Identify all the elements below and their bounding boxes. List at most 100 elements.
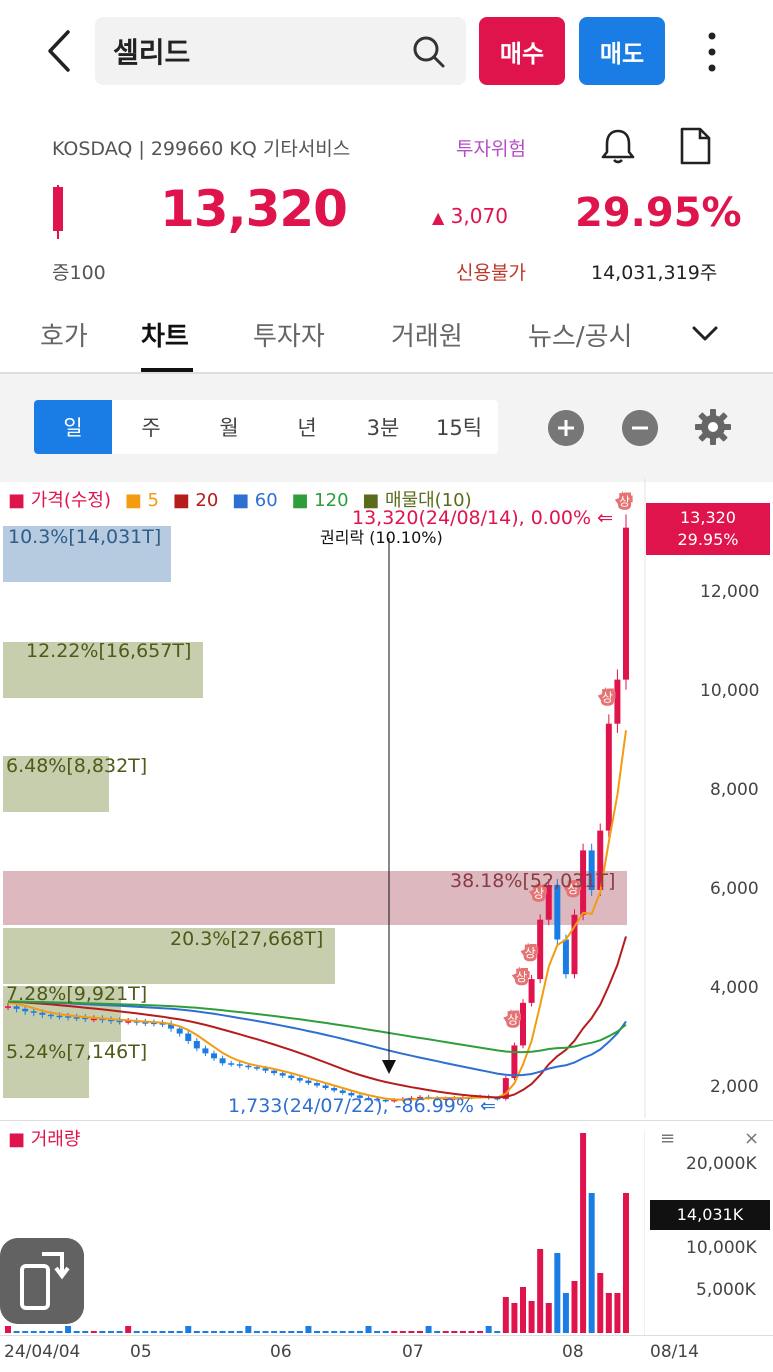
volume-bar — [468, 1331, 475, 1333]
volume-bar — [125, 1326, 132, 1333]
period-year[interactable]: 년 — [297, 416, 317, 440]
period-3min[interactable]: 3분 — [366, 416, 400, 440]
period-15tick[interactable]: 15틱 — [435, 416, 483, 440]
risk-badge[interactable]: 투자위험 — [456, 138, 526, 160]
candle — [22, 1008, 29, 1012]
candle — [356, 1095, 363, 1098]
volume-bar — [47, 1331, 54, 1333]
candle — [176, 1028, 183, 1034]
volume-bar — [30, 1331, 37, 1333]
x-tick: 05 — [130, 1342, 152, 1362]
listed-shares: 14,031,319주 — [591, 262, 718, 284]
chevron-down-icon[interactable] — [690, 322, 720, 346]
candle — [116, 1020, 123, 1023]
buy-button[interactable]: 매수 — [479, 17, 565, 85]
tab-chart[interactable]: 차트 — [141, 322, 189, 352]
tab-brokers[interactable]: 거래원 — [391, 322, 463, 352]
tag-price: 13,320 — [680, 508, 736, 527]
y-tick: 2,000 — [710, 1077, 759, 1097]
candle — [65, 1016, 72, 1018]
candle — [537, 919, 544, 980]
panel-divider — [0, 1120, 773, 1121]
profile-label: 12.22%[16,657T] — [26, 640, 192, 662]
gear-icon[interactable] — [694, 408, 732, 446]
close-icon[interactable]: × — [744, 1128, 760, 1149]
volume-bar — [580, 1133, 587, 1333]
stock-search-field[interactable]: 셀리드 — [95, 17, 466, 85]
limit-up-badge: 상 — [507, 1012, 518, 1026]
volume-bar — [322, 1331, 329, 1333]
volume-bar — [623, 1193, 629, 1333]
vol-y-tick: 5,000K — [696, 1280, 756, 1300]
volume-bar — [73, 1331, 80, 1333]
profile-label: 20.3%[27,668T] — [170, 928, 324, 950]
candle — [82, 1017, 89, 1020]
volume-bar — [116, 1331, 123, 1333]
zoom-out-icon[interactable] — [622, 410, 658, 446]
bell-icon[interactable] — [598, 126, 638, 166]
legend-ma120: ■ 120 — [291, 490, 349, 511]
volume-bar — [202, 1331, 209, 1333]
candle — [185, 1033, 192, 1041]
candle — [5, 1006, 11, 1008]
legend-ma60: ■ 60 — [232, 490, 278, 511]
volume-bar — [185, 1326, 192, 1333]
more-vertical-icon[interactable] — [700, 30, 724, 74]
back-arrow-icon[interactable] — [40, 28, 80, 74]
tab-orderbook[interactable]: 호가 — [40, 322, 88, 352]
search-icon[interactable] — [412, 35, 446, 69]
candle — [391, 1099, 398, 1102]
sell-button[interactable]: 매도 — [579, 17, 665, 85]
limit-up-badge: 상 — [619, 495, 630, 509]
volume-bar — [348, 1331, 355, 1333]
volume-bar — [22, 1331, 29, 1333]
x-tick: 07 — [402, 1342, 424, 1362]
candle — [588, 850, 595, 890]
legend-price: ■ 가격(수정) — [8, 490, 112, 511]
document-icon[interactable] — [676, 126, 714, 166]
volume-bar — [13, 1331, 20, 1333]
volume-bar — [537, 1249, 544, 1333]
volume-bar — [99, 1331, 106, 1333]
vol-y-tick: 20,000K — [686, 1154, 757, 1174]
candle — [90, 1018, 97, 1021]
volume-bar — [305, 1326, 312, 1333]
candle — [228, 1063, 235, 1065]
x-axis-line — [0, 1335, 773, 1336]
candle — [331, 1088, 338, 1091]
y-tick: 4,000 — [710, 978, 759, 998]
tag-pct: 29.95% — [677, 530, 739, 549]
volume-bar — [425, 1326, 432, 1333]
profile-bar — [3, 928, 335, 984]
volume-bar — [485, 1326, 492, 1333]
ex-rights-label: 권리락 (10.10%) — [320, 528, 443, 547]
candle — [417, 1096, 423, 1099]
volume-bar — [279, 1331, 286, 1333]
volume-bar — [219, 1331, 226, 1333]
x-tick: 08 — [562, 1342, 584, 1362]
candle — [30, 1011, 37, 1013]
volume-bar — [434, 1331, 441, 1333]
period-week[interactable]: 주 — [141, 416, 161, 440]
profile-bar — [3, 871, 627, 925]
zoom-in-icon[interactable] — [548, 410, 584, 446]
profile-bar — [3, 642, 203, 698]
tab-investors[interactable]: 투자자 — [253, 322, 325, 352]
period-day[interactable]: 일 — [34, 400, 112, 454]
rotate-screen-icon[interactable] — [0, 1238, 84, 1324]
candle — [322, 1085, 329, 1088]
volume-bar — [253, 1331, 260, 1333]
volume-bar — [142, 1331, 149, 1333]
candle — [305, 1080, 312, 1084]
volume-bar — [391, 1331, 398, 1333]
candle — [108, 1019, 114, 1022]
tab-news[interactable]: 뉴스/공시 — [528, 322, 633, 352]
ex-rights-arrow — [382, 1060, 396, 1074]
period-month[interactable]: 월 — [219, 416, 239, 440]
volume-bar — [331, 1331, 338, 1333]
menu-icon[interactable]: ≡ — [660, 1128, 676, 1149]
volume-bar — [477, 1331, 484, 1333]
candle — [99, 1018, 106, 1021]
candle — [159, 1023, 166, 1025]
